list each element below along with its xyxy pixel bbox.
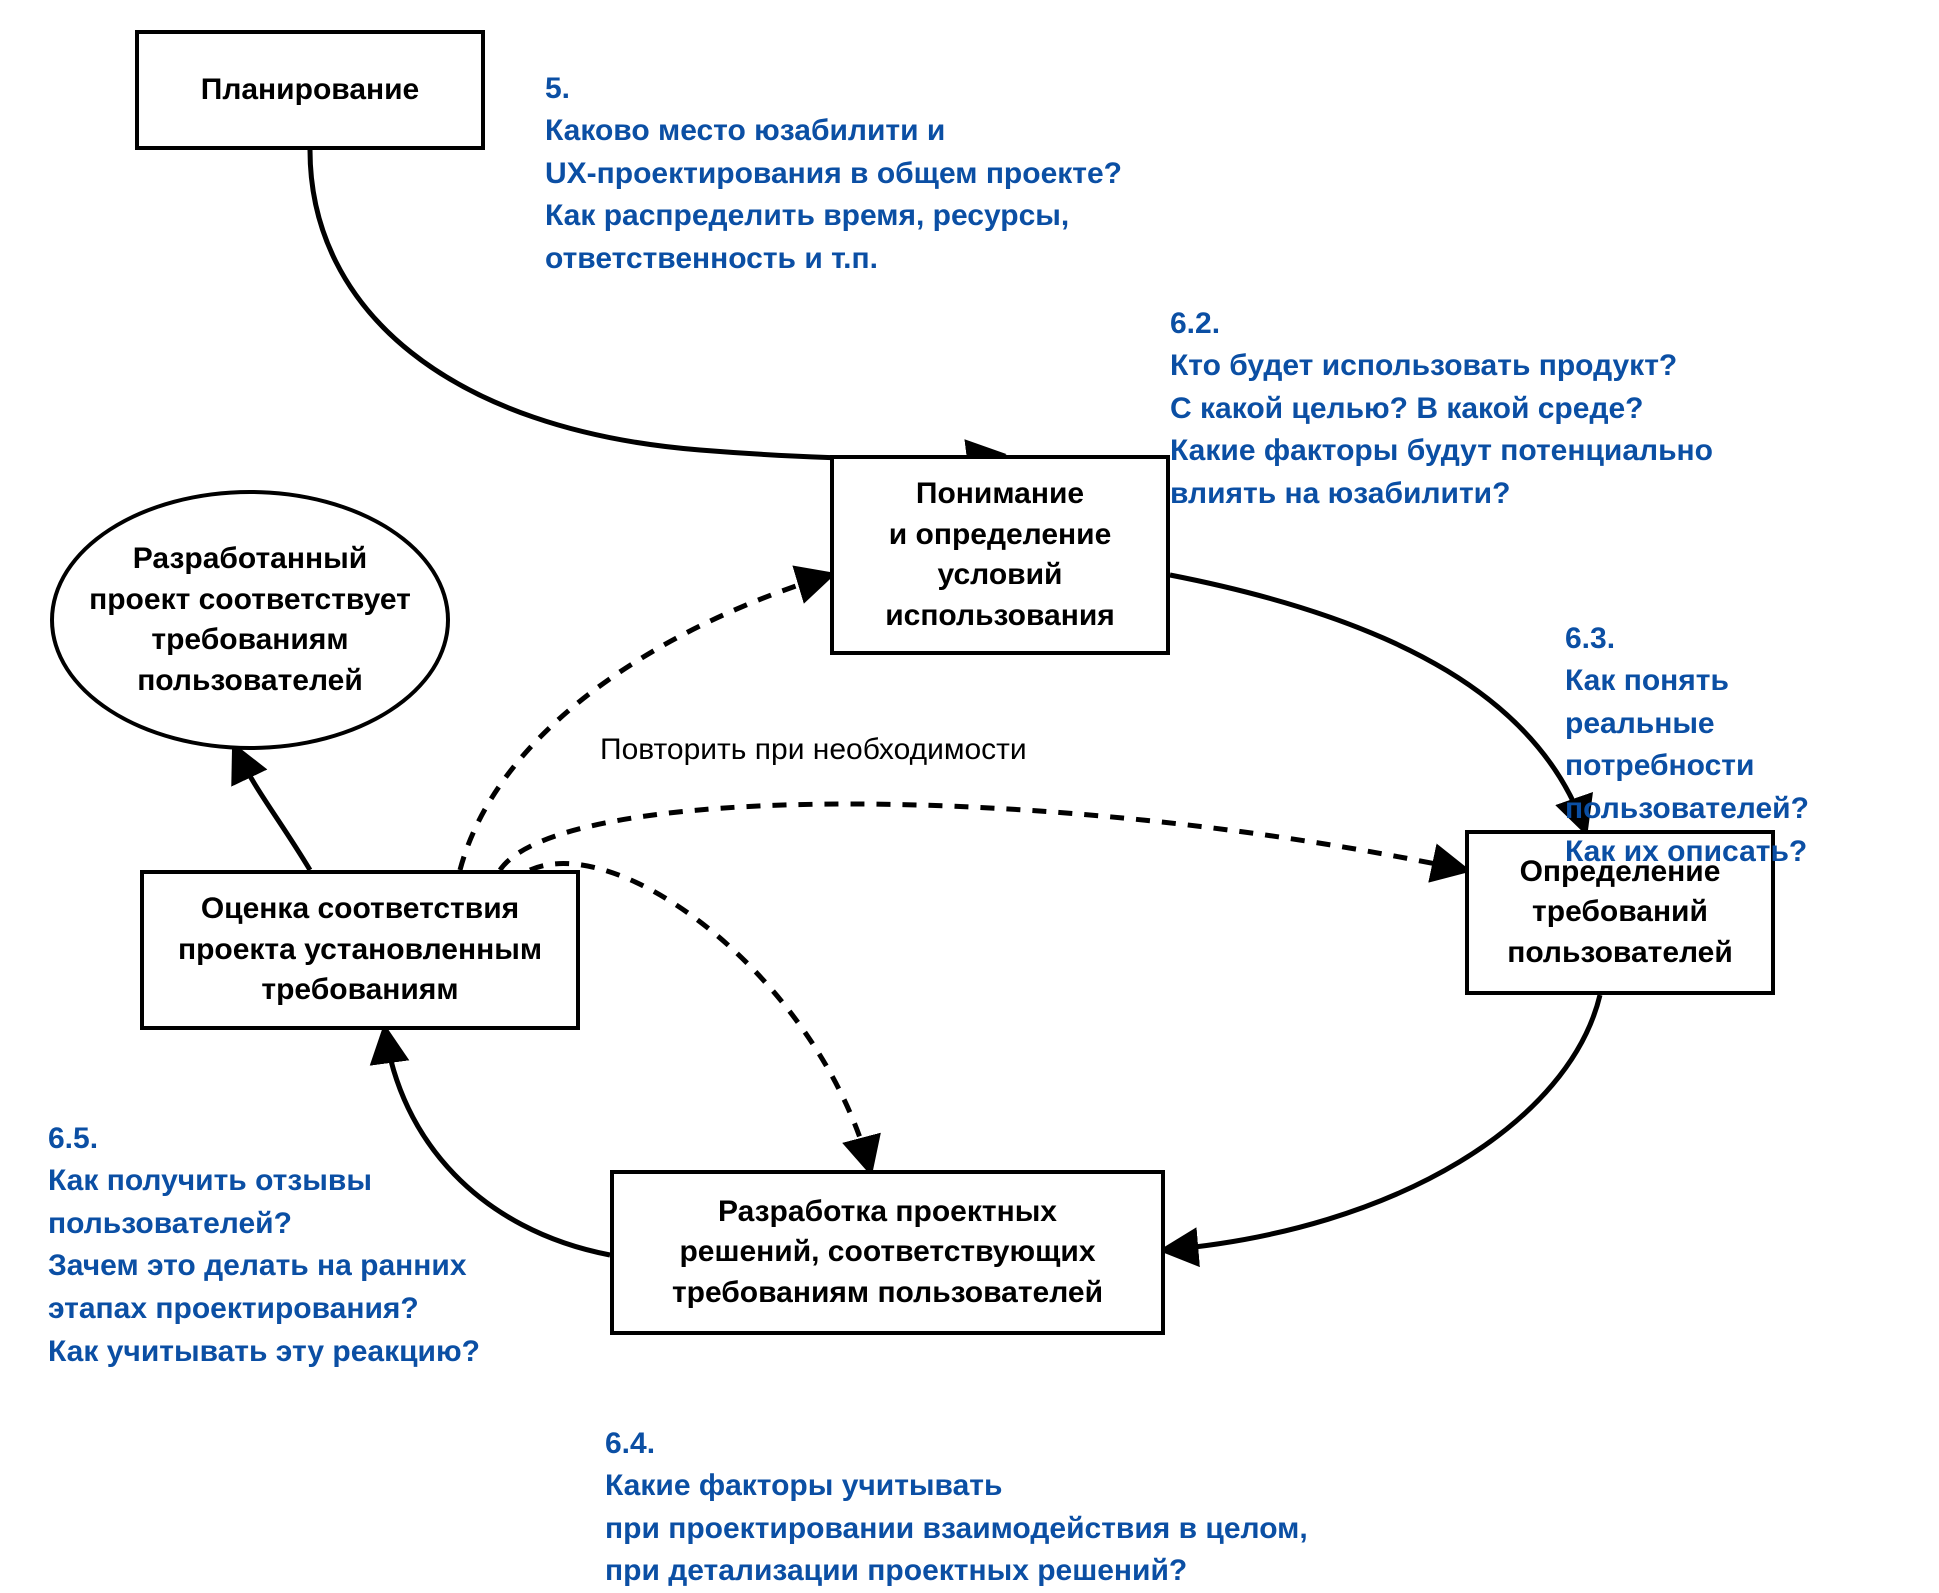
- annotation-num: 5.: [545, 72, 570, 105]
- annotation-6-3: 6.3. Как понятьреальныепотребностипользо…: [1565, 575, 1809, 873]
- annotation-text: Какие факторы учитыватьпри проектировани…: [605, 1469, 1308, 1587]
- node-label: Оценка соответствияпроекта установленным…: [178, 889, 542, 1011]
- edge-understanding-requirements: [1170, 575, 1585, 830]
- edge-evaluation-result: [235, 748, 310, 870]
- center-label-repeat: Повторить при необходимости: [600, 733, 1027, 767]
- edge-requirements-development: [1165, 995, 1600, 1250]
- annotation-num: 6.5.: [48, 1122, 98, 1155]
- edge-evaluation-understanding-dashed: [460, 575, 830, 870]
- node-label: Разработка проектныхрешений, соответству…: [672, 1192, 1103, 1314]
- annotation-6-2: 6.2. Кто будет использовать продукт?С ка…: [1170, 260, 1713, 516]
- annotation-text: Как получить отзывыпользователей?Зачем э…: [48, 1164, 480, 1367]
- edge-evaluation-requirements-dashed: [500, 804, 1465, 870]
- node-label: Пониманиеи определениеусловийиспользован…: [885, 474, 1115, 636]
- annotation-text: Как понятьреальныепотребностипользовател…: [1565, 664, 1809, 867]
- node-development: Разработка проектныхрешений, соответству…: [610, 1170, 1165, 1335]
- edge-evaluation-development-dashed: [530, 863, 870, 1170]
- node-label: Разработанныйпроект соответствуеттребова…: [89, 539, 411, 701]
- annotation-num: 6.3.: [1565, 622, 1615, 655]
- annotation-text: Каково место юзабилити иUX-проектировани…: [545, 114, 1122, 275]
- annotation-num: 6.2.: [1170, 307, 1220, 340]
- annotation-text: Кто будет использовать продукт?С какой ц…: [1170, 349, 1713, 510]
- node-understanding: Пониманиеи определениеусловийиспользован…: [830, 455, 1170, 655]
- annotation-num: 6.4.: [605, 1427, 655, 1460]
- node-label: Планирование: [201, 70, 420, 111]
- annotation-6-4: 6.4. Какие факторы учитыватьпри проектир…: [605, 1380, 1308, 1593]
- center-label-text: Повторить при необходимости: [600, 733, 1027, 766]
- node-evaluation: Оценка соответствияпроекта установленным…: [140, 870, 580, 1030]
- annotation-6-5: 6.5. Как получить отзывыпользователей?За…: [48, 1075, 480, 1373]
- annotation-5: 5. Каково место юзабилити иUX-проектиров…: [545, 25, 1122, 281]
- node-result: Разработанныйпроект соответствуеттребова…: [50, 490, 450, 750]
- node-planning: Планирование: [135, 30, 485, 150]
